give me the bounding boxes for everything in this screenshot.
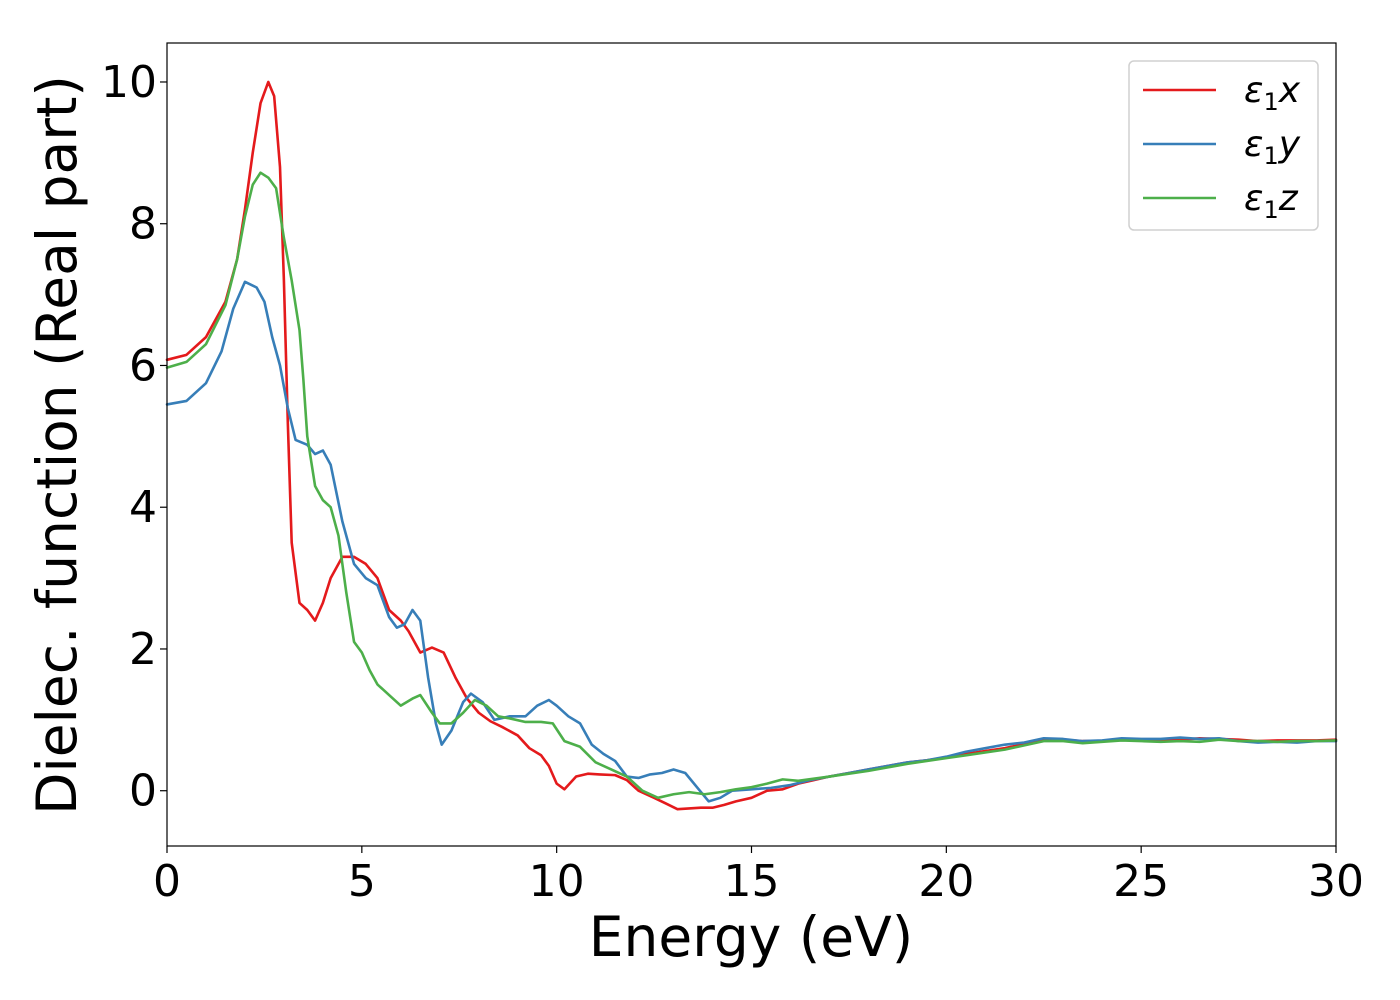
x-axis: 0 5 10 15 20 25 30 <box>153 846 1364 907</box>
x-tick-label: 30 <box>1308 856 1364 907</box>
x-tick-label: 15 <box>724 856 780 907</box>
legend: ε1x ε1y ε1z <box>1128 60 1319 231</box>
series-line-z <box>165 171 1338 800</box>
x-tick-label: 10 <box>529 856 585 907</box>
series-line-y <box>165 280 1338 803</box>
y-tick-label: 10 <box>101 57 157 108</box>
x-tick-label: 25 <box>1113 856 1169 907</box>
y-axis: 0 2 4 6 8 10 <box>101 57 167 817</box>
series-layer <box>165 80 1338 811</box>
legend-label: ε1y <box>1244 124 1301 170</box>
legend-entry-x: ε1x <box>1143 70 1301 116</box>
y-tick-label: 0 <box>129 766 157 817</box>
legend-entry-z: ε1z <box>1143 178 1299 224</box>
legend-box <box>1128 60 1319 231</box>
y-tick-label: 2 <box>129 624 157 675</box>
x-tick-label: 5 <box>348 856 376 907</box>
y-tick-label: 8 <box>129 199 157 250</box>
x-tick-label: 20 <box>918 856 974 907</box>
x-tick-label: 0 <box>153 856 181 907</box>
legend-label: ε1x <box>1244 70 1301 116</box>
x-axis-title: Energy (eV) <box>589 905 913 969</box>
y-tick-label: 6 <box>129 340 157 391</box>
legend-entry-y: ε1y <box>1143 124 1301 170</box>
legend-label: ε1z <box>1244 178 1299 224</box>
y-tick-label: 4 <box>129 482 157 533</box>
y-axis-title: Dielec. function (Real part) <box>25 75 89 815</box>
